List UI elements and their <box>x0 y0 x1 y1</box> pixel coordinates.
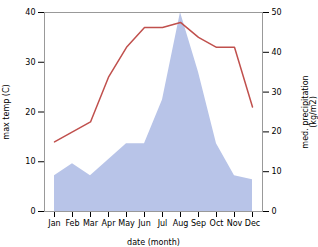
svg-text:Jan: Jan <box>47 219 60 228</box>
svg-text:date (month): date (month) <box>127 238 180 247</box>
svg-text:40: 40 <box>272 48 282 57</box>
svg-text:50: 50 <box>272 8 282 17</box>
svg-text:Feb: Feb <box>65 219 79 228</box>
svg-text:0: 0 <box>30 207 35 216</box>
svg-text:Oct: Oct <box>210 219 224 228</box>
svg-text:Jul: Jul <box>157 219 168 228</box>
svg-text:30: 30 <box>272 88 282 97</box>
svg-text:Jun: Jun <box>137 219 151 228</box>
svg-text:30: 30 <box>25 58 35 67</box>
svg-text:Nov: Nov <box>227 219 243 228</box>
svg-text:20: 20 <box>25 108 35 117</box>
svg-text:med. precipitation(kg/m2): med. precipitation(kg/m2) <box>301 75 318 148</box>
svg-text:Sep: Sep <box>191 219 206 228</box>
svg-text:Mar: Mar <box>83 219 99 228</box>
svg-text:Dec: Dec <box>245 219 260 228</box>
svg-text:0: 0 <box>272 207 277 216</box>
svg-text:May: May <box>118 219 135 228</box>
svg-text:Aug: Aug <box>173 219 189 228</box>
svg-text:20: 20 <box>272 127 282 136</box>
svg-text:max temp (C): max temp (C) <box>2 84 11 139</box>
svg-text:Apr: Apr <box>102 219 117 228</box>
svg-text:40: 40 <box>25 8 35 17</box>
svg-text:10: 10 <box>272 167 282 176</box>
svg-text:10: 10 <box>25 157 35 166</box>
